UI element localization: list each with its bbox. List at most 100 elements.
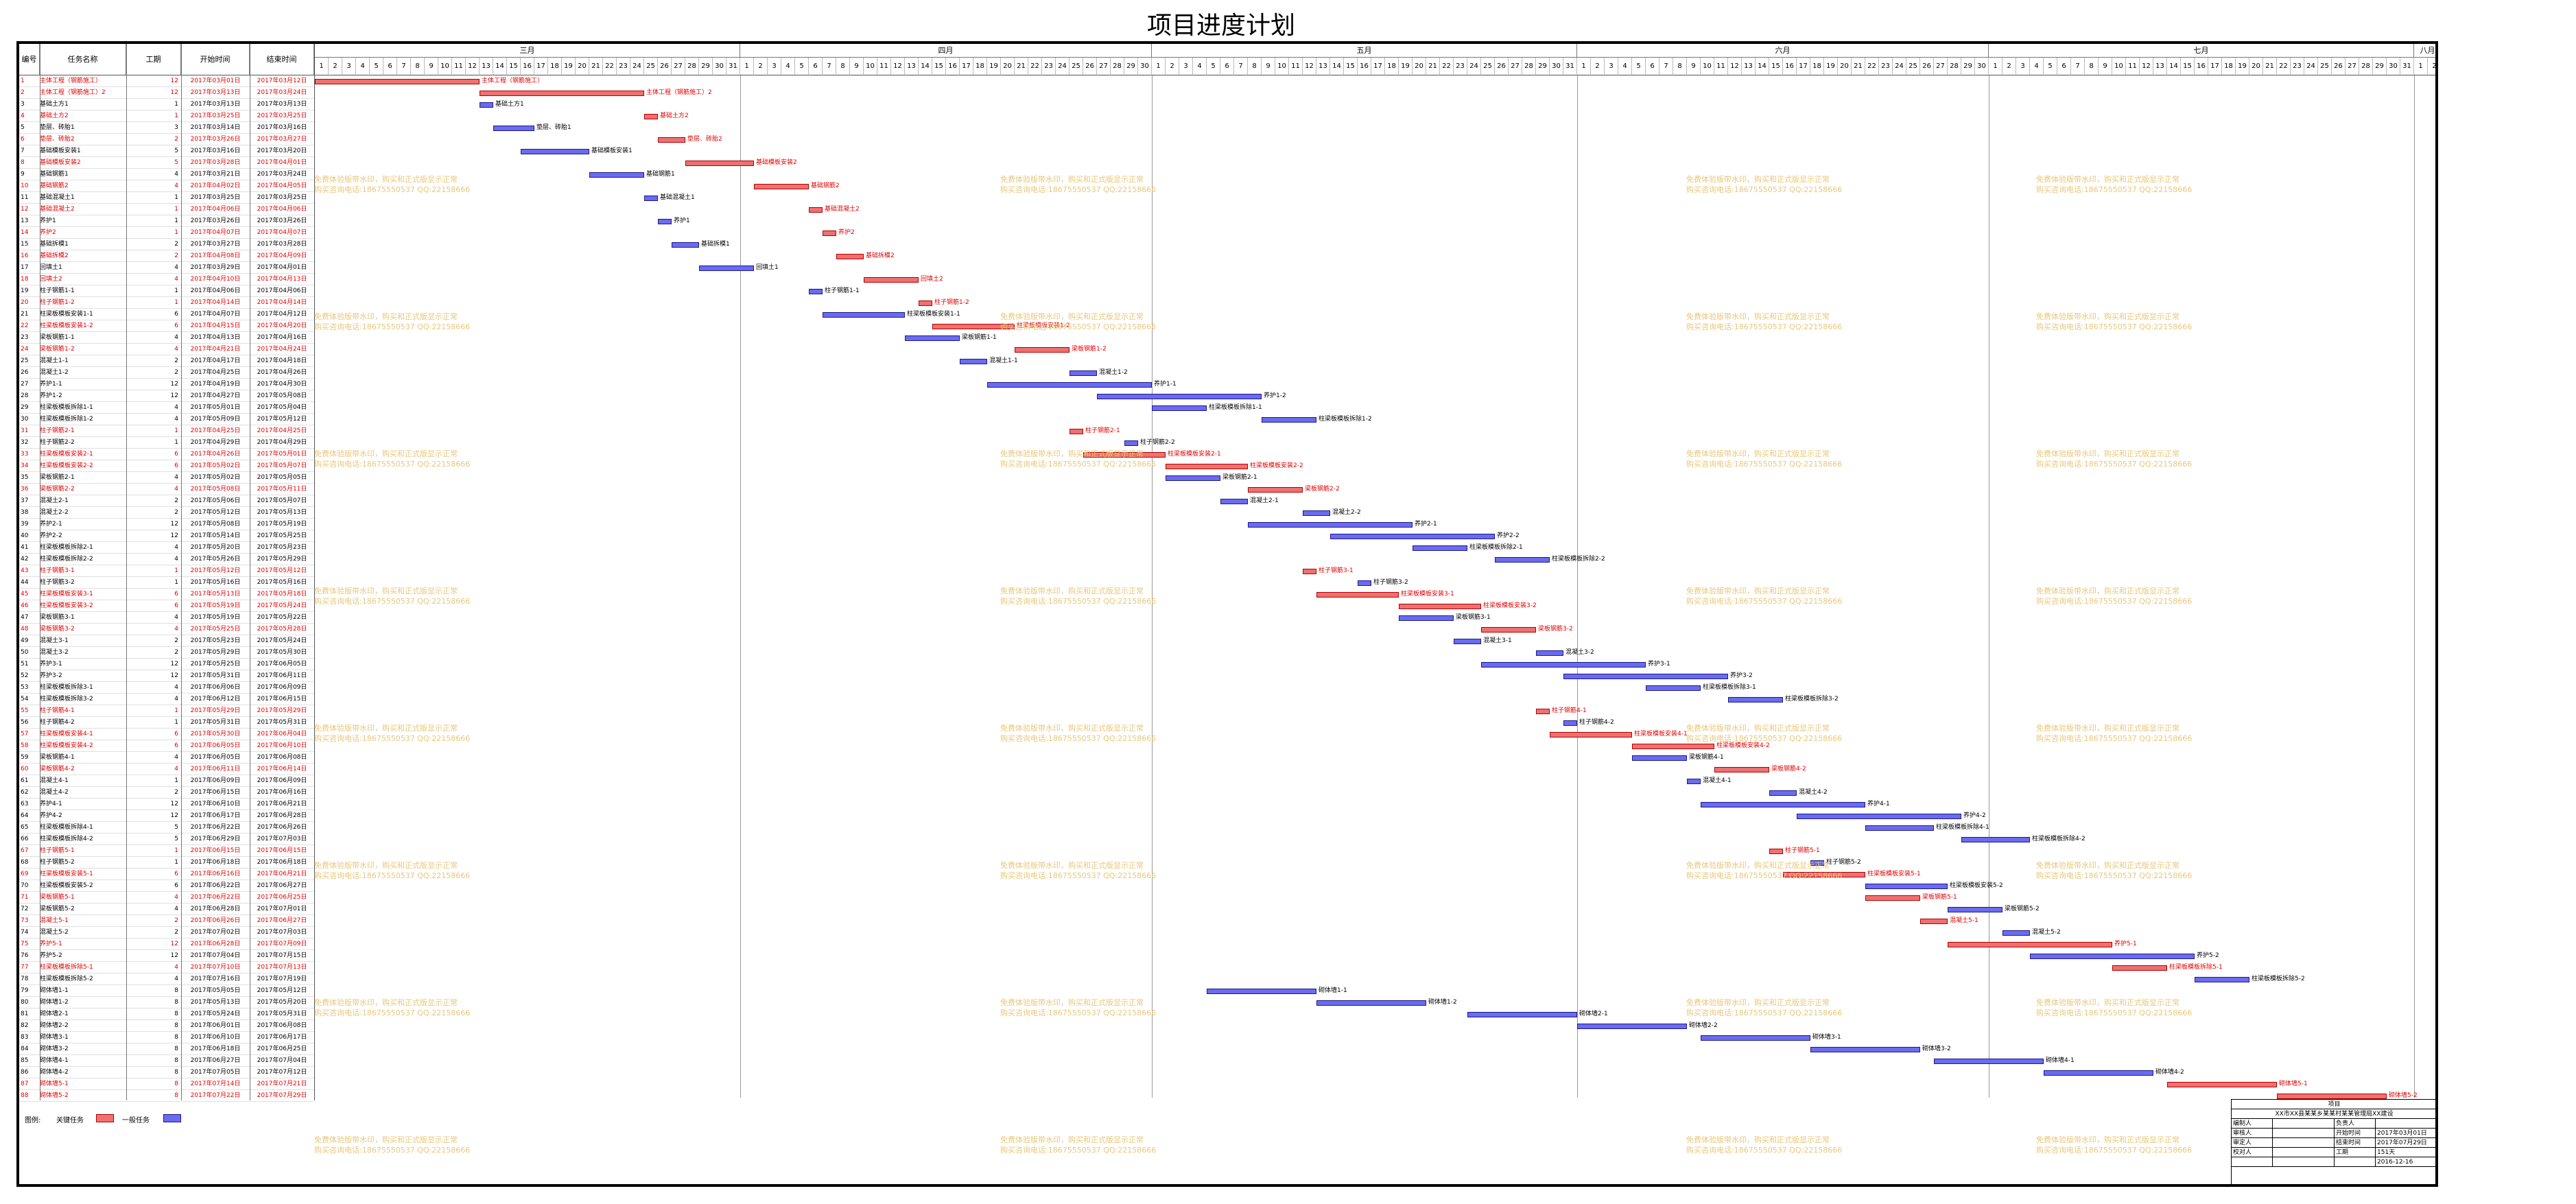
watermark-text: 免费体验版带水印，购买和正式版显示正常 购买咨询电话:18675550537 QQ… xyxy=(2036,723,2192,744)
task-id: 70 xyxy=(21,882,29,889)
task-id: 75 xyxy=(21,941,29,947)
task-duration: 6 xyxy=(174,742,178,749)
task-row: 40 养护2-2 12 2017年05月14日 2017年05月25日 xyxy=(19,530,314,542)
task-id: 20 xyxy=(21,299,29,306)
timeline-day: 21 xyxy=(1426,58,1440,75)
task-id: 57 xyxy=(21,731,29,737)
task-end: 2017年04月06日 xyxy=(257,287,307,294)
task-end: 2017年05月11日 xyxy=(257,486,307,493)
task-end: 2017年05月16日 xyxy=(257,579,307,586)
task-start: 2017年06月22日 xyxy=(190,824,241,831)
gantt-bar-label: 柱梁板模板安装2-2 xyxy=(1250,462,1303,469)
task-row: 11 基础混凝土1 1 2017年03月25日 2017年03月25日 xyxy=(19,192,314,204)
watermark-line: 免费体验版带水印，购买和正式版显示正常 xyxy=(2036,175,2179,184)
gantt-bar xyxy=(521,149,589,154)
task-id: 50 xyxy=(21,649,29,656)
gantt-bar xyxy=(809,207,823,213)
task-duration: 6 xyxy=(174,871,178,877)
task-name: 混凝土3-2 xyxy=(40,649,69,656)
timeline-day: 29 xyxy=(2373,58,2387,75)
gantt-bar xyxy=(1166,464,1248,469)
task-duration: 4 xyxy=(174,556,178,563)
timeline-day: 31 xyxy=(726,58,740,75)
task-id: 44 xyxy=(21,579,29,586)
timeline-day: 1 xyxy=(740,58,754,75)
gantt-bar xyxy=(1399,615,1454,621)
task-row: 32 柱子钢筋2-2 1 2017年04月29日 2017年04月29日 xyxy=(19,437,314,449)
task-id: 38 xyxy=(21,509,29,516)
timeline-day: 2 xyxy=(754,58,768,75)
task-row: 77 柱梁板模板拆除5-1 4 2017年07月10日 2017年07月13日 xyxy=(19,962,314,973)
task-end: 2017年05月04日 xyxy=(257,404,307,411)
timeline-day: 5 xyxy=(370,58,383,75)
gantt-bar xyxy=(1701,1035,1810,1041)
timeline-day: 10 xyxy=(864,58,877,75)
task-name: 基础混凝土2 xyxy=(40,206,75,213)
timeline-month: 五月 xyxy=(1152,44,1577,58)
timeline-day: 14 xyxy=(2167,58,2181,75)
timeline-day: 20 xyxy=(576,58,589,75)
task-duration: 12 xyxy=(170,812,178,819)
gantt-bar xyxy=(1124,440,1138,446)
task-start: 2017年05月23日 xyxy=(190,637,241,644)
task-row: 24 梁板钢筋1-2 4 2017年04月21日 2017年04月24日 xyxy=(19,344,314,355)
watermark-line: 购买咨询电话:18675550537 QQ:22158666 xyxy=(1000,185,1157,194)
gantt-bar-label: 养护3-1 xyxy=(1648,661,1670,668)
gantt-bar xyxy=(1070,429,1083,434)
task-end: 2017年03月24日 xyxy=(257,171,307,178)
task-row: 45 柱梁板模板安装3-1 6 2017年05月13日 2017年05月18日 xyxy=(19,589,314,600)
watermark-line: 免费体验版带水印，购买和正式版显示正常 xyxy=(1000,449,1144,458)
task-row: 30 柱梁板模板拆除1-2 4 2017年05月09日 2017年05月12日 xyxy=(19,414,314,425)
task-end: 2017年03月25日 xyxy=(257,194,307,201)
task-id: 9 xyxy=(21,171,25,178)
watermark-text: 免费体验版带水印，购买和正式版显示正常 购买咨询电话:18675550537 QQ… xyxy=(314,174,470,195)
info-project-name: XX市XX县某某乡某某村某某管理局XX建设 xyxy=(2232,1109,2435,1119)
timeline-day: 14 xyxy=(1756,58,1769,75)
watermark-text: 免费体验版带水印，购买和正式版显示正常 购买咨询电话:18675550537 QQ… xyxy=(314,723,470,744)
task-name: 基础钢筋1 xyxy=(40,171,69,178)
timeline-month: 三月 xyxy=(315,44,740,58)
task-id: 85 xyxy=(21,1057,29,1064)
month-divider xyxy=(1152,75,1153,1098)
task-name: 梁板钢筋5-1 xyxy=(40,894,75,901)
timeline-day: 16 xyxy=(946,58,960,75)
timeline-day: 3 xyxy=(2016,58,2030,75)
task-name: 柱梁板模板拆除3-1 xyxy=(40,684,93,691)
gantt-bar-label: 柱梁板模板安装4-2 xyxy=(1716,742,1770,749)
gantt-bar-label: 柱子钢筋1-2 xyxy=(934,299,969,306)
info-cell: 校对人 xyxy=(2232,1148,2273,1157)
watermark-line: 免费体验版带水印，购买和正式版显示正常 xyxy=(2036,1135,2179,1144)
watermark-text: 免费体验版带水印，购买和正式版显示正常 购买咨询电话:18675550537 QQ… xyxy=(2036,998,2192,1018)
timeline-day: 28 xyxy=(1111,58,1124,75)
task-end: 2017年05月01日 xyxy=(257,451,307,458)
task-name: 柱梁板模板安装5-1 xyxy=(40,871,93,877)
timeline-day: 22 xyxy=(1440,58,1454,75)
task-end: 2017年06月28日 xyxy=(257,812,307,819)
task-duration: 8 xyxy=(174,1022,178,1029)
gantt-bar-label: 基础土方1 xyxy=(495,101,524,108)
task-row: 81 砌体墙2-1 8 2017年05月24日 2017年05月31日 xyxy=(19,1008,314,1020)
task-name: 砌体墙4-1 xyxy=(40,1057,69,1064)
legend-normal-swatch xyxy=(163,1114,181,1122)
task-end: 2017年05月24日 xyxy=(257,637,307,644)
task-name: 柱梁板模板拆除2-2 xyxy=(40,556,93,563)
timeline-day: 6 xyxy=(1646,58,1659,75)
gantt-bar-label: 柱子钢筋2-2 xyxy=(1140,439,1175,446)
timeline-day: 3 xyxy=(342,58,356,75)
watermark-line: 购买咨询电话:18675550537 QQ:22158666 xyxy=(314,460,471,469)
task-id: 35 xyxy=(21,474,29,481)
timeline-month: 六月 xyxy=(1577,44,1989,58)
task-duration: 6 xyxy=(174,322,178,329)
watermark-line: 购买咨询电话:18675550537 QQ:22158666 xyxy=(1686,871,1843,880)
task-name: 垫层、砖胎2 xyxy=(40,136,75,143)
gantt-bar-label: 养护1 xyxy=(674,217,690,224)
task-duration: 4 xyxy=(174,474,178,481)
task-end: 2017年07月19日 xyxy=(257,976,307,982)
timeline-day: 16 xyxy=(1783,58,1797,75)
task-end: 2017年04月24日 xyxy=(257,346,307,353)
task-name: 柱梁板模板安装1-1 xyxy=(40,311,93,318)
task-start: 2017年06月17日 xyxy=(190,812,241,819)
task-name: 混凝土2-2 xyxy=(40,509,69,516)
task-end: 2017年04月09日 xyxy=(257,252,307,259)
task-end: 2017年05月28日 xyxy=(257,626,307,633)
